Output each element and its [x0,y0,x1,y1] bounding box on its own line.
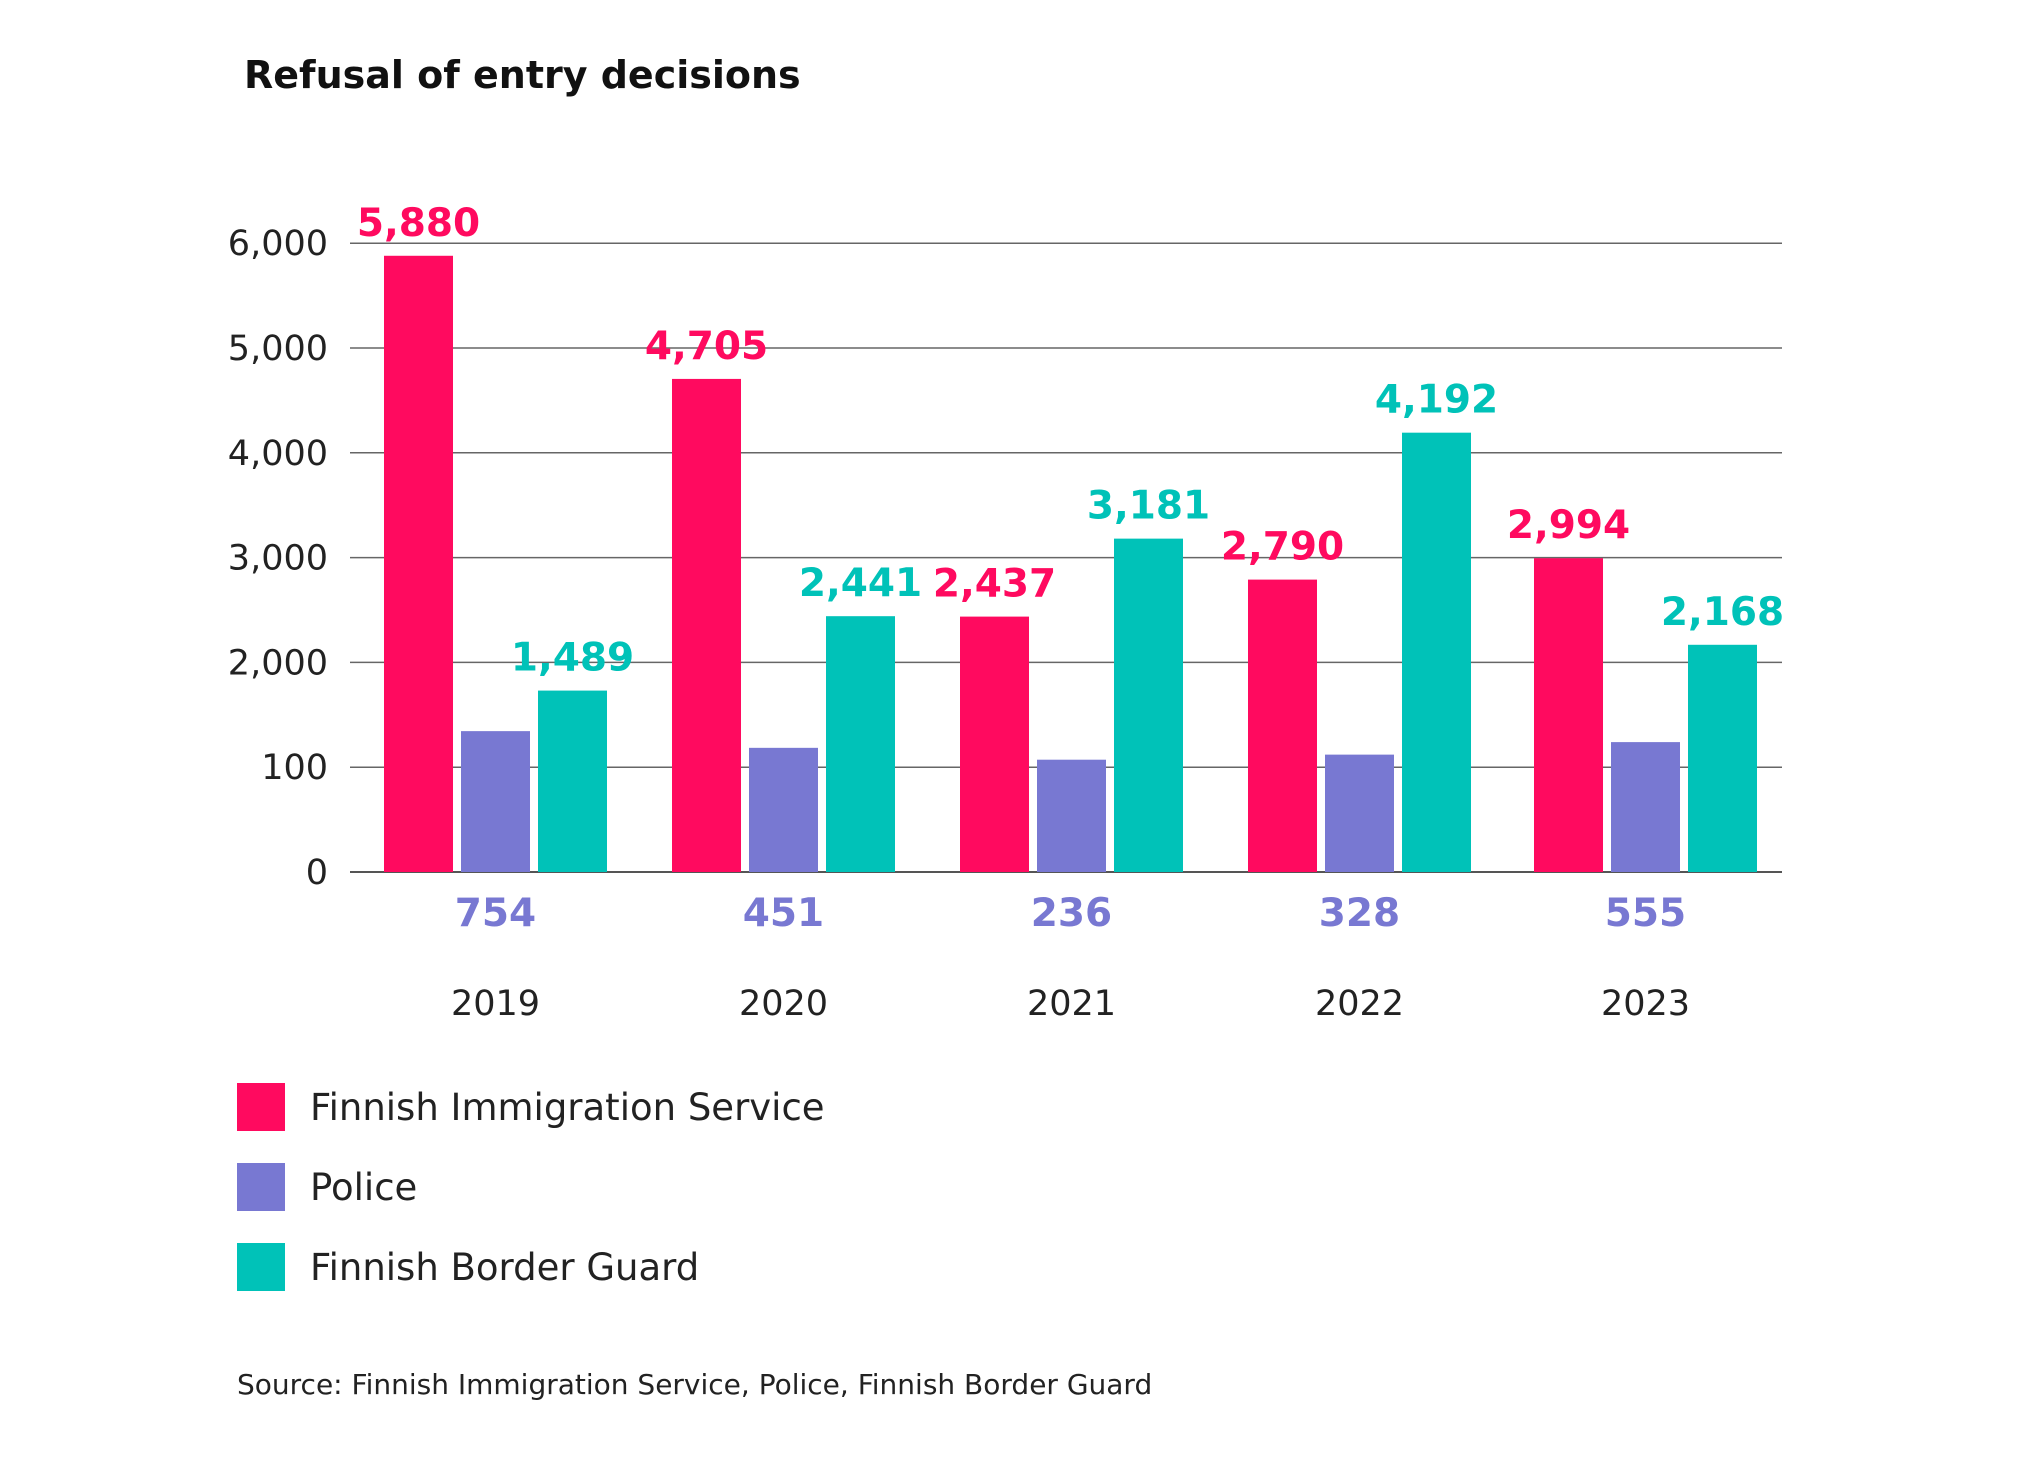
bar-finnish-immigration-service [1534,558,1603,872]
bar-finnish-border-guard [538,690,607,872]
data-label: 328 [1319,891,1400,936]
x-category-label: 2023 [1601,984,1690,1024]
y-axis-ticks: 0 100 2,000 3,000 4,000 5,000 6,000 [228,224,328,893]
legend-swatch [237,1083,285,1131]
x-category-label: 2020 [739,984,828,1024]
bar-police [1611,742,1680,872]
bar-police [1325,754,1394,872]
bar-police [461,731,530,872]
bar-finnish-border-guard [826,616,895,872]
data-label: 2,437 [933,562,1056,607]
y-tick-label: 4,000 [228,434,328,474]
source-note: Source: Finnish Immigration Service, Pol… [237,1368,1152,1401]
data-label: 5,880 [357,201,480,246]
data-label: 236 [1031,891,1112,936]
y-tick-label: 0 [306,853,328,893]
x-category-label: 2022 [1315,984,1404,1024]
x-category-label: 2019 [451,984,540,1024]
data-label: 555 [1605,891,1686,936]
legend-label: Finnish Immigration Service [310,1086,825,1129]
x-axis-categories: 2019 2020 2021 2022 2023 [451,984,1690,1024]
data-label: 2,994 [1507,503,1630,548]
y-tick-label: 3,000 [228,539,328,579]
y-tick-label: 2,000 [228,643,328,683]
bar-police [1037,759,1106,872]
bar-police [749,747,818,872]
bar-finnish-immigration-service [384,255,453,872]
data-label: 2,790 [1221,525,1344,570]
data-label: 451 [743,891,824,936]
data-label: 2,168 [1661,590,1784,635]
y-tick-label: 5,000 [228,329,328,369]
legend: Finnish Immigration Service Police Finnish… [237,1083,825,1291]
legend-swatch [237,1243,285,1291]
data-label: 4,192 [1375,378,1498,423]
legend-label: Finnish Border Guard [310,1246,699,1289]
bar-finnish-immigration-service [672,378,741,872]
data-label: 2,441 [799,561,922,606]
legend-label: Police [310,1166,417,1209]
bar-finnish-border-guard [1688,644,1757,872]
bar-finnish-immigration-service [1248,579,1317,872]
bar-finnish-immigration-service [960,616,1029,872]
data-label: 4,705 [645,324,768,369]
x-category-label: 2021 [1027,984,1116,1024]
data-label: 754 [455,891,536,936]
bar-finnish-border-guard [1114,538,1183,872]
y-tick-label: 6,000 [228,224,328,264]
data-label: 1,489 [511,636,634,681]
bar-finnish-border-guard [1402,432,1471,872]
data-label: 3,181 [1087,484,1210,529]
y-tick-label: 100 [261,748,328,788]
legend-swatch [237,1163,285,1211]
bars [384,255,1757,872]
chart-title: Refusal of entry decisions [244,53,801,97]
